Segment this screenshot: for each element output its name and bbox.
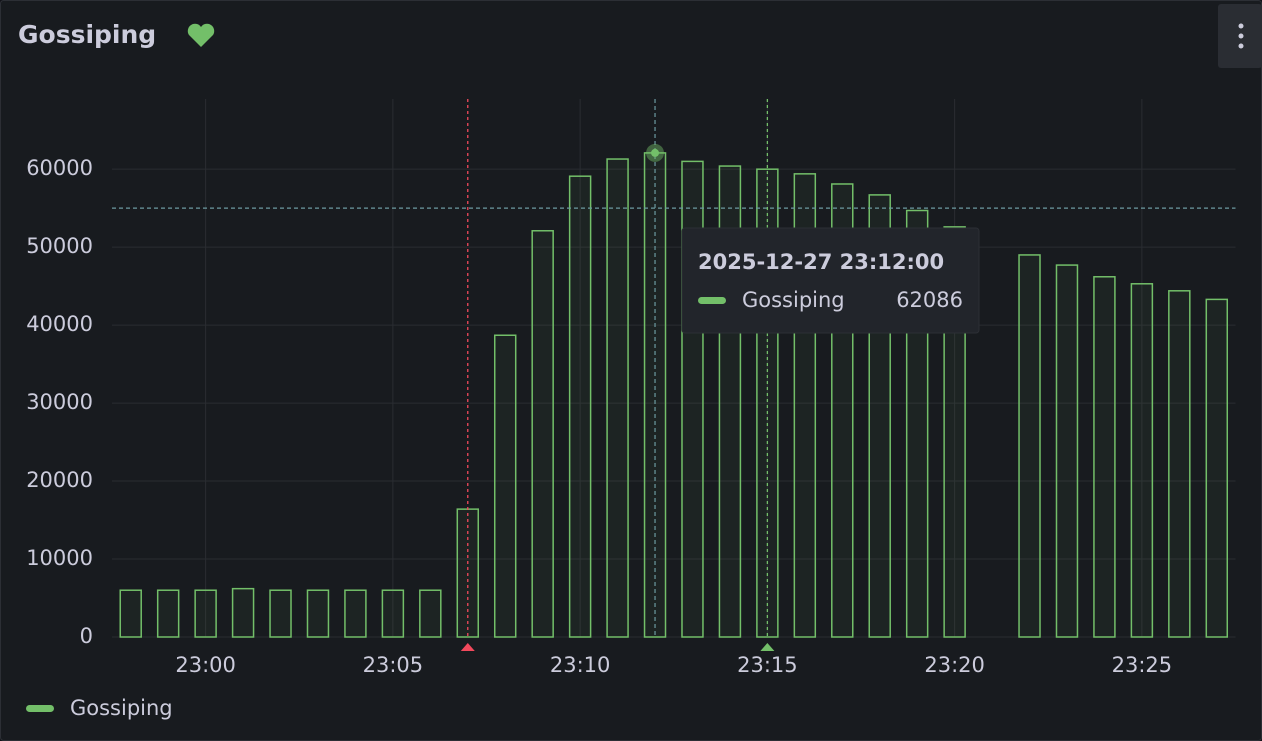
tooltip-time: 2025-12-27 23:12:00 (698, 250, 944, 274)
y-tick-label: 50000 (26, 234, 93, 258)
bar (156, 589, 180, 638)
menu-dot (1238, 33, 1244, 39)
menu-dot (1238, 23, 1244, 29)
bar (606, 158, 629, 638)
bar (119, 589, 142, 638)
y-tick-label: 40000 (26, 312, 93, 336)
bar (1093, 276, 1116, 638)
legend-swatch (26, 705, 54, 712)
panel-title: Gossiping (18, 20, 156, 49)
annotation-marker (760, 643, 775, 651)
x-tick-label: 23:25 (1112, 653, 1173, 677)
plot: 0 10000 20000 30000 40000 50000 60000 23:00 23:0… (26, 99, 1236, 720)
bar (531, 230, 554, 638)
bar (1168, 290, 1191, 638)
menu-dot (1238, 43, 1244, 49)
x-tick-label: 23:00 (175, 653, 236, 677)
bar (231, 587, 255, 638)
x-tick-label: 23:15 (737, 653, 798, 677)
bar (381, 589, 405, 638)
annotation-marker (460, 643, 475, 651)
tooltip-swatch (698, 297, 726, 304)
y-tick-label: 0 (80, 624, 93, 648)
y-tick-label: 10000 (26, 546, 93, 570)
bar (344, 589, 367, 638)
y-tick-label: 20000 (26, 468, 93, 492)
tooltip-value: 62086 (896, 288, 963, 312)
x-tick-label: 23:10 (550, 653, 611, 677)
x-tick-label: 23:20 (924, 653, 985, 677)
hover-point (651, 148, 660, 157)
tooltip-series: Gossiping (742, 288, 845, 312)
y-tick-label: 30000 (26, 390, 93, 414)
bar (1018, 254, 1041, 638)
bar (194, 589, 217, 638)
x-tick-label: 23:05 (363, 653, 424, 677)
bar (1205, 298, 1229, 638)
health-icon (187, 23, 215, 47)
bar (568, 175, 592, 638)
bar (1130, 283, 1154, 638)
tooltip (681, 227, 980, 334)
legend-label: Gossiping (70, 696, 173, 720)
bar (419, 589, 442, 638)
bar (269, 589, 292, 638)
y-tick-label: 60000 (26, 156, 93, 180)
bar (493, 334, 517, 638)
bar (306, 589, 330, 638)
bar (1055, 264, 1079, 638)
